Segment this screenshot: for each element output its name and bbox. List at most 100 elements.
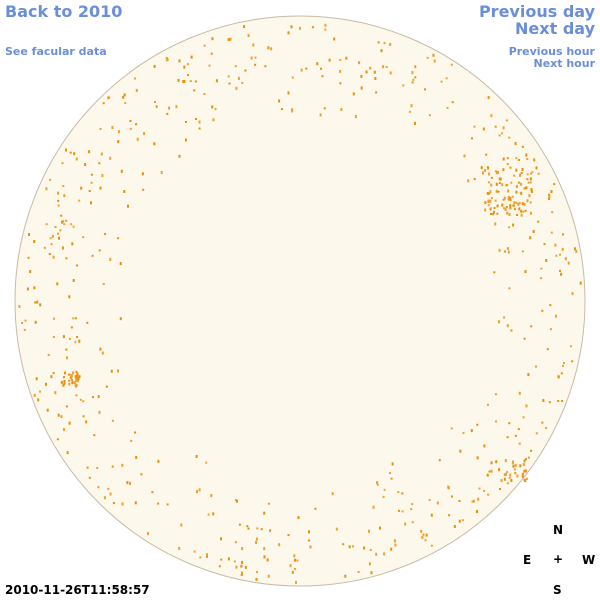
facula	[374, 77, 377, 80]
facula	[78, 199, 81, 202]
facula	[198, 488, 201, 492]
facula	[101, 351, 104, 355]
facula	[75, 377, 78, 381]
facula	[252, 43, 255, 47]
facular-link[interactable]: See facular data	[5, 45, 107, 58]
facula	[56, 282, 59, 286]
facula	[77, 378, 80, 381]
next-day-link[interactable]: Next day	[515, 19, 595, 38]
facula	[54, 226, 57, 228]
next-hour-link[interactable]: Next hour	[533, 57, 596, 70]
facula	[514, 463, 517, 467]
facula	[562, 364, 564, 367]
facula	[420, 529, 423, 533]
facula	[401, 492, 404, 495]
facula	[398, 509, 400, 512]
facula	[129, 481, 131, 485]
facula	[397, 491, 400, 494]
compass-north: N	[553, 523, 564, 537]
facula	[472, 499, 475, 503]
facula	[206, 553, 208, 557]
facula	[339, 69, 342, 73]
facula	[122, 95, 125, 99]
facula	[66, 451, 69, 455]
compass-west: W	[582, 553, 596, 567]
facula	[490, 183, 493, 187]
facula	[155, 105, 158, 109]
facula	[333, 37, 336, 41]
facula	[430, 513, 433, 517]
facula	[476, 456, 479, 460]
facula	[506, 211, 509, 215]
back-link[interactable]: Back to 2010	[5, 2, 123, 21]
previous-hour-link[interactable]: Previous hour	[508, 45, 595, 58]
facula	[372, 505, 375, 509]
facula	[436, 501, 439, 505]
facula	[463, 154, 466, 158]
facula	[208, 64, 211, 67]
facula	[482, 171, 484, 175]
facula	[519, 173, 521, 177]
facula	[57, 413, 60, 417]
facula	[506, 163, 509, 165]
facula	[483, 489, 486, 492]
facula	[380, 49, 383, 53]
facula	[410, 104, 413, 108]
facula	[394, 543, 397, 547]
facula	[545, 259, 548, 262]
facula	[492, 210, 495, 214]
facula	[495, 171, 498, 175]
facula	[352, 545, 354, 548]
facula	[37, 398, 40, 402]
facula	[244, 69, 247, 72]
facula	[514, 434, 517, 437]
facula	[509, 166, 512, 169]
facula	[49, 178, 52, 181]
facula	[509, 204, 512, 208]
facula	[126, 481, 129, 485]
facula	[323, 107, 326, 110]
facula	[501, 203, 504, 207]
facula	[484, 208, 487, 212]
facula	[564, 257, 567, 261]
facula	[335, 527, 338, 531]
facula	[518, 442, 521, 445]
facula	[65, 257, 68, 260]
facula	[510, 329, 513, 332]
facula	[487, 181, 490, 184]
previous-day-link[interactable]: Previous day	[478, 2, 595, 21]
facula	[229, 37, 232, 41]
facula	[70, 223, 73, 226]
facula	[477, 497, 480, 501]
facula	[52, 255, 55, 259]
facula	[324, 28, 327, 31]
facula	[414, 65, 417, 69]
facula	[524, 479, 527, 483]
facula	[490, 213, 492, 215]
facula	[199, 556, 202, 559]
facula	[60, 214, 63, 217]
facula	[256, 527, 259, 530]
facula	[545, 427, 548, 429]
facula	[529, 236, 532, 240]
facula	[521, 202, 524, 206]
facula	[235, 565, 238, 569]
facula	[414, 121, 416, 125]
facula	[43, 246, 46, 249]
facula	[33, 286, 36, 290]
facula	[103, 496, 106, 500]
facula	[498, 177, 501, 181]
compass-east: E	[523, 553, 532, 567]
facula	[557, 375, 560, 379]
facula	[483, 444, 486, 448]
facula	[72, 371, 75, 375]
facula	[498, 320, 500, 324]
facula	[516, 474, 519, 478]
facula	[68, 421, 71, 425]
facula	[48, 253, 51, 255]
facula	[227, 75, 230, 78]
facula	[494, 170, 497, 173]
facula	[344, 574, 347, 578]
facula	[560, 272, 563, 276]
